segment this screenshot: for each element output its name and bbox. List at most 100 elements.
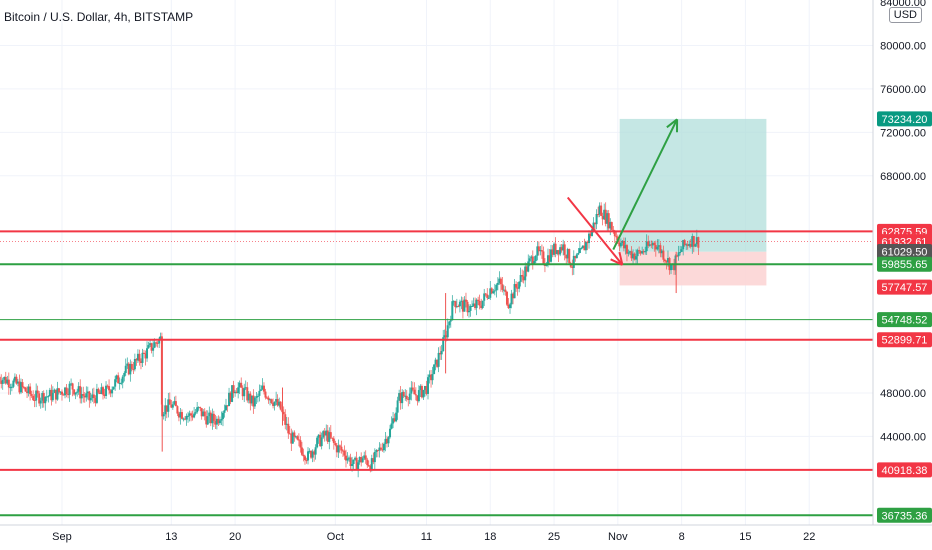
candle-body (665, 261, 668, 263)
candle-body (13, 376, 16, 381)
candle-body (527, 261, 530, 272)
candle-body (595, 213, 598, 225)
candle-body (395, 412, 398, 422)
candle-body (176, 406, 179, 414)
candle-body (472, 303, 475, 306)
candle-body (408, 393, 411, 400)
price-tag-label: 54748.52 (882, 315, 928, 327)
candle-body (414, 394, 417, 396)
candle-body (234, 391, 237, 394)
candle-body (673, 263, 676, 271)
candle-body (630, 251, 633, 259)
candle-body (165, 405, 168, 412)
candle-body (460, 300, 463, 302)
candle-body (316, 437, 319, 448)
candle-body (290, 433, 293, 444)
candle-body (215, 418, 218, 425)
candle-body (141, 352, 144, 363)
candle-body (683, 240, 686, 246)
candle-body (627, 252, 630, 254)
candle-body (493, 290, 496, 292)
candle-body (461, 300, 464, 312)
candle-body (369, 465, 372, 471)
currency-button[interactable]: USD (888, 7, 922, 23)
candle-body (159, 336, 162, 339)
candle-body (185, 415, 188, 420)
candle-body (9, 387, 12, 389)
candle-body (436, 359, 439, 367)
candle-body (604, 209, 607, 224)
candle-body (249, 393, 252, 404)
candle-body (191, 415, 194, 418)
candle-body (299, 440, 302, 448)
candle-body (363, 455, 366, 459)
candle-body (325, 430, 328, 436)
candle-body (373, 451, 376, 463)
candle-body (355, 457, 358, 471)
candle-body (584, 241, 587, 251)
candle-body (288, 433, 291, 435)
candle-body (95, 388, 98, 403)
candle-body (220, 418, 223, 421)
price-tag-label: 73234.20 (882, 114, 928, 126)
candle-body (228, 392, 231, 407)
candle-body (89, 397, 92, 401)
candle-body (297, 439, 300, 441)
candle-body (232, 385, 235, 394)
candle-body (10, 386, 13, 388)
candle-body (206, 416, 209, 425)
candle-body (685, 244, 688, 246)
price-tag-label: 59855.65 (882, 259, 928, 271)
candle-body (537, 246, 540, 252)
candle-body (606, 213, 609, 224)
candle-body (481, 300, 484, 308)
candle-body (405, 395, 408, 399)
candle-body (44, 396, 47, 404)
candle-body (463, 299, 466, 312)
candle-body (689, 243, 692, 247)
candle-body (580, 248, 583, 250)
candle-body (258, 390, 261, 396)
candle-body (407, 398, 410, 400)
candle-body (509, 304, 512, 309)
candle-body (531, 256, 534, 265)
candle-body (425, 386, 428, 394)
candle-body (575, 254, 578, 259)
candle-body (244, 387, 247, 389)
candle-body (164, 405, 167, 415)
candle-body (86, 391, 89, 394)
candle-body (519, 275, 522, 282)
candle-body (26, 391, 29, 394)
price-tag (877, 243, 932, 259)
price-tag (877, 312, 932, 328)
candle-body (270, 399, 273, 403)
candle-body (402, 392, 405, 397)
candle-body (179, 412, 182, 418)
candle-body (480, 305, 483, 308)
candle-body (656, 246, 659, 250)
candle-body (332, 438, 335, 444)
candle-body (566, 248, 569, 259)
candle-body (524, 266, 527, 281)
candle-body (149, 343, 152, 346)
candle-body (572, 255, 575, 268)
candle-body (79, 386, 82, 399)
candle-body (305, 460, 308, 462)
price-tick-label: 68000.00 (880, 171, 926, 183)
candle-body (264, 391, 267, 398)
candle-body (351, 463, 354, 467)
candle-body (364, 455, 367, 460)
candle-body (71, 383, 74, 390)
candle-body (77, 386, 80, 392)
candle-body (187, 415, 190, 417)
time-tick-label: 15 (739, 531, 751, 543)
candle-body (540, 250, 543, 252)
candle-body (553, 243, 556, 255)
candle-body (329, 432, 332, 438)
candle-body (586, 241, 589, 244)
candle-body (88, 391, 91, 401)
candle-body (238, 382, 241, 388)
candle-body (598, 205, 601, 215)
candle-body (420, 386, 423, 398)
